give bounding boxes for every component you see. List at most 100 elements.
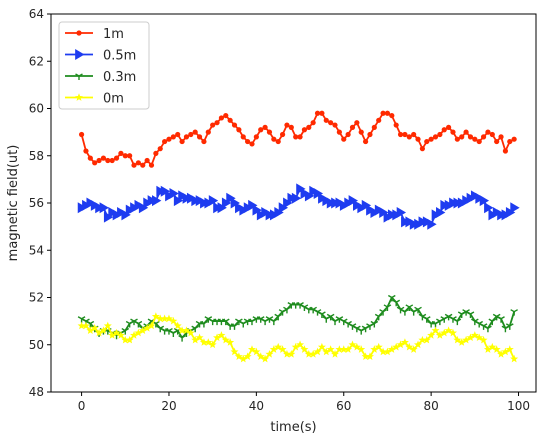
data-point xyxy=(392,342,401,351)
data-point xyxy=(387,294,396,302)
data-point xyxy=(380,110,386,116)
data-point xyxy=(383,304,392,311)
data-point xyxy=(230,323,239,330)
data-point xyxy=(300,345,309,353)
data-point xyxy=(116,331,125,339)
data-point xyxy=(470,331,479,339)
data-point xyxy=(396,340,405,349)
legend-marker xyxy=(76,30,82,36)
data-point xyxy=(446,124,452,130)
data-point xyxy=(169,330,178,337)
data-point xyxy=(409,309,418,316)
data-point xyxy=(87,155,93,161)
data-point xyxy=(497,316,505,323)
data-point xyxy=(235,318,243,326)
data-point xyxy=(479,323,488,330)
data-point xyxy=(328,120,334,126)
data-point xyxy=(191,325,200,333)
data-point xyxy=(396,206,407,218)
data-point xyxy=(418,335,427,344)
x-axis-label: time(s) xyxy=(270,420,316,435)
data-point xyxy=(144,157,150,164)
data-point xyxy=(406,134,412,140)
data-point xyxy=(335,345,344,353)
data-point xyxy=(457,311,466,319)
data-point xyxy=(195,333,204,342)
data-point xyxy=(341,136,347,142)
data-point xyxy=(284,122,290,128)
data-point xyxy=(427,331,436,339)
data-point xyxy=(271,136,277,142)
data-point xyxy=(479,195,490,207)
data-point xyxy=(156,325,165,333)
data-point xyxy=(240,134,246,140)
data-point xyxy=(293,134,299,140)
data-point xyxy=(90,324,99,332)
data-point xyxy=(492,313,501,321)
data-point xyxy=(358,129,364,135)
data-point xyxy=(148,162,155,168)
data-point xyxy=(245,138,251,145)
data-point xyxy=(221,335,230,344)
data-point xyxy=(352,342,361,351)
data-point xyxy=(300,304,309,311)
data-point xyxy=(485,129,491,135)
legend-frame xyxy=(58,21,150,110)
data-point xyxy=(204,338,213,346)
data-point xyxy=(127,153,133,159)
data-point xyxy=(118,150,124,156)
data-point xyxy=(166,136,172,142)
data-point xyxy=(234,352,243,360)
data-point xyxy=(437,131,443,138)
data-point xyxy=(199,338,208,346)
data-point xyxy=(444,326,453,334)
data-point xyxy=(453,335,462,344)
data-point xyxy=(483,345,492,353)
data-point xyxy=(196,134,203,140)
data-point xyxy=(309,306,317,314)
x-tick-label: 60 xyxy=(336,399,351,413)
data-point xyxy=(376,117,382,123)
data-point xyxy=(318,311,326,319)
data-point xyxy=(157,146,163,152)
y-tick-label: 50 xyxy=(29,338,44,352)
data-point xyxy=(77,321,86,330)
data-point xyxy=(405,304,414,311)
data-point xyxy=(319,110,325,116)
data-point xyxy=(191,335,200,344)
data-point xyxy=(169,188,179,200)
data-point xyxy=(103,321,112,330)
data-point xyxy=(78,131,85,138)
data-point xyxy=(275,138,281,145)
data-point xyxy=(396,306,405,314)
data-point xyxy=(125,335,134,344)
data-point xyxy=(419,146,425,152)
data-point xyxy=(449,316,457,323)
data-point xyxy=(256,352,265,360)
data-point xyxy=(432,134,439,140)
data-point xyxy=(457,338,466,346)
data-point xyxy=(322,316,331,323)
data-point xyxy=(109,157,115,164)
data-point xyxy=(296,301,304,309)
data-point xyxy=(131,162,137,168)
data-point xyxy=(226,338,235,346)
data-point xyxy=(214,120,220,126)
data-point xyxy=(314,110,321,116)
data-point xyxy=(471,318,479,326)
data-point xyxy=(169,316,178,325)
series-layer xyxy=(77,110,520,363)
data-point xyxy=(208,195,219,207)
x-tick-label: 100 xyxy=(507,399,530,413)
data-point xyxy=(208,340,217,349)
data-point xyxy=(472,136,478,142)
data-point xyxy=(384,110,391,116)
data-point xyxy=(130,318,138,326)
data-point xyxy=(365,352,374,360)
data-point xyxy=(201,138,207,145)
y-tick-label: 62 xyxy=(29,54,44,68)
data-point xyxy=(428,136,434,142)
data-point xyxy=(266,129,273,135)
data-point xyxy=(140,162,146,168)
data-point xyxy=(431,326,440,334)
